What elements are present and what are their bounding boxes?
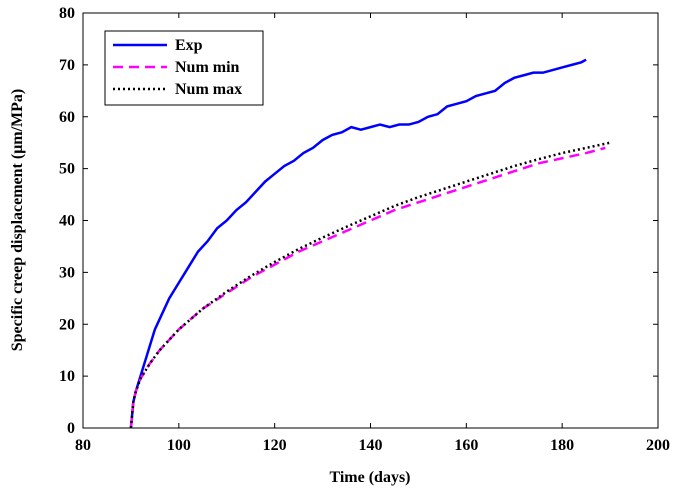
- y-tick-label: 50: [59, 161, 75, 178]
- line-series: [129, 141, 611, 429]
- line-series: [129, 146, 606, 429]
- x-tick-label: 140: [359, 437, 383, 454]
- x-tick-label: 160: [454, 437, 478, 454]
- y-tick-label: 80: [59, 5, 75, 22]
- legend-label: Num min: [175, 59, 240, 76]
- y-axis-label: Specific creep displacement (μm/MPa): [9, 89, 26, 351]
- line-series: [129, 58, 587, 429]
- x-axis-label: Time (days): [329, 469, 410, 486]
- y-tick-label: 70: [59, 57, 75, 74]
- y-tick-label: 60: [59, 109, 75, 126]
- legend-label: Num max: [175, 81, 242, 98]
- y-tick-label: 30: [59, 264, 75, 281]
- y-tick-label: 40: [59, 213, 75, 230]
- y-tick-label: 0: [67, 420, 75, 437]
- y-tick-label: 20: [59, 316, 75, 333]
- x-tick-label: 120: [263, 437, 287, 454]
- y-tick-label: 10: [59, 368, 75, 385]
- x-tick-label: 100: [167, 437, 191, 454]
- x-tick-label: 80: [75, 437, 91, 454]
- x-tick-label: 180: [550, 437, 574, 454]
- legend-label: Exp: [175, 37, 203, 54]
- x-tick-label: 200: [646, 437, 670, 454]
